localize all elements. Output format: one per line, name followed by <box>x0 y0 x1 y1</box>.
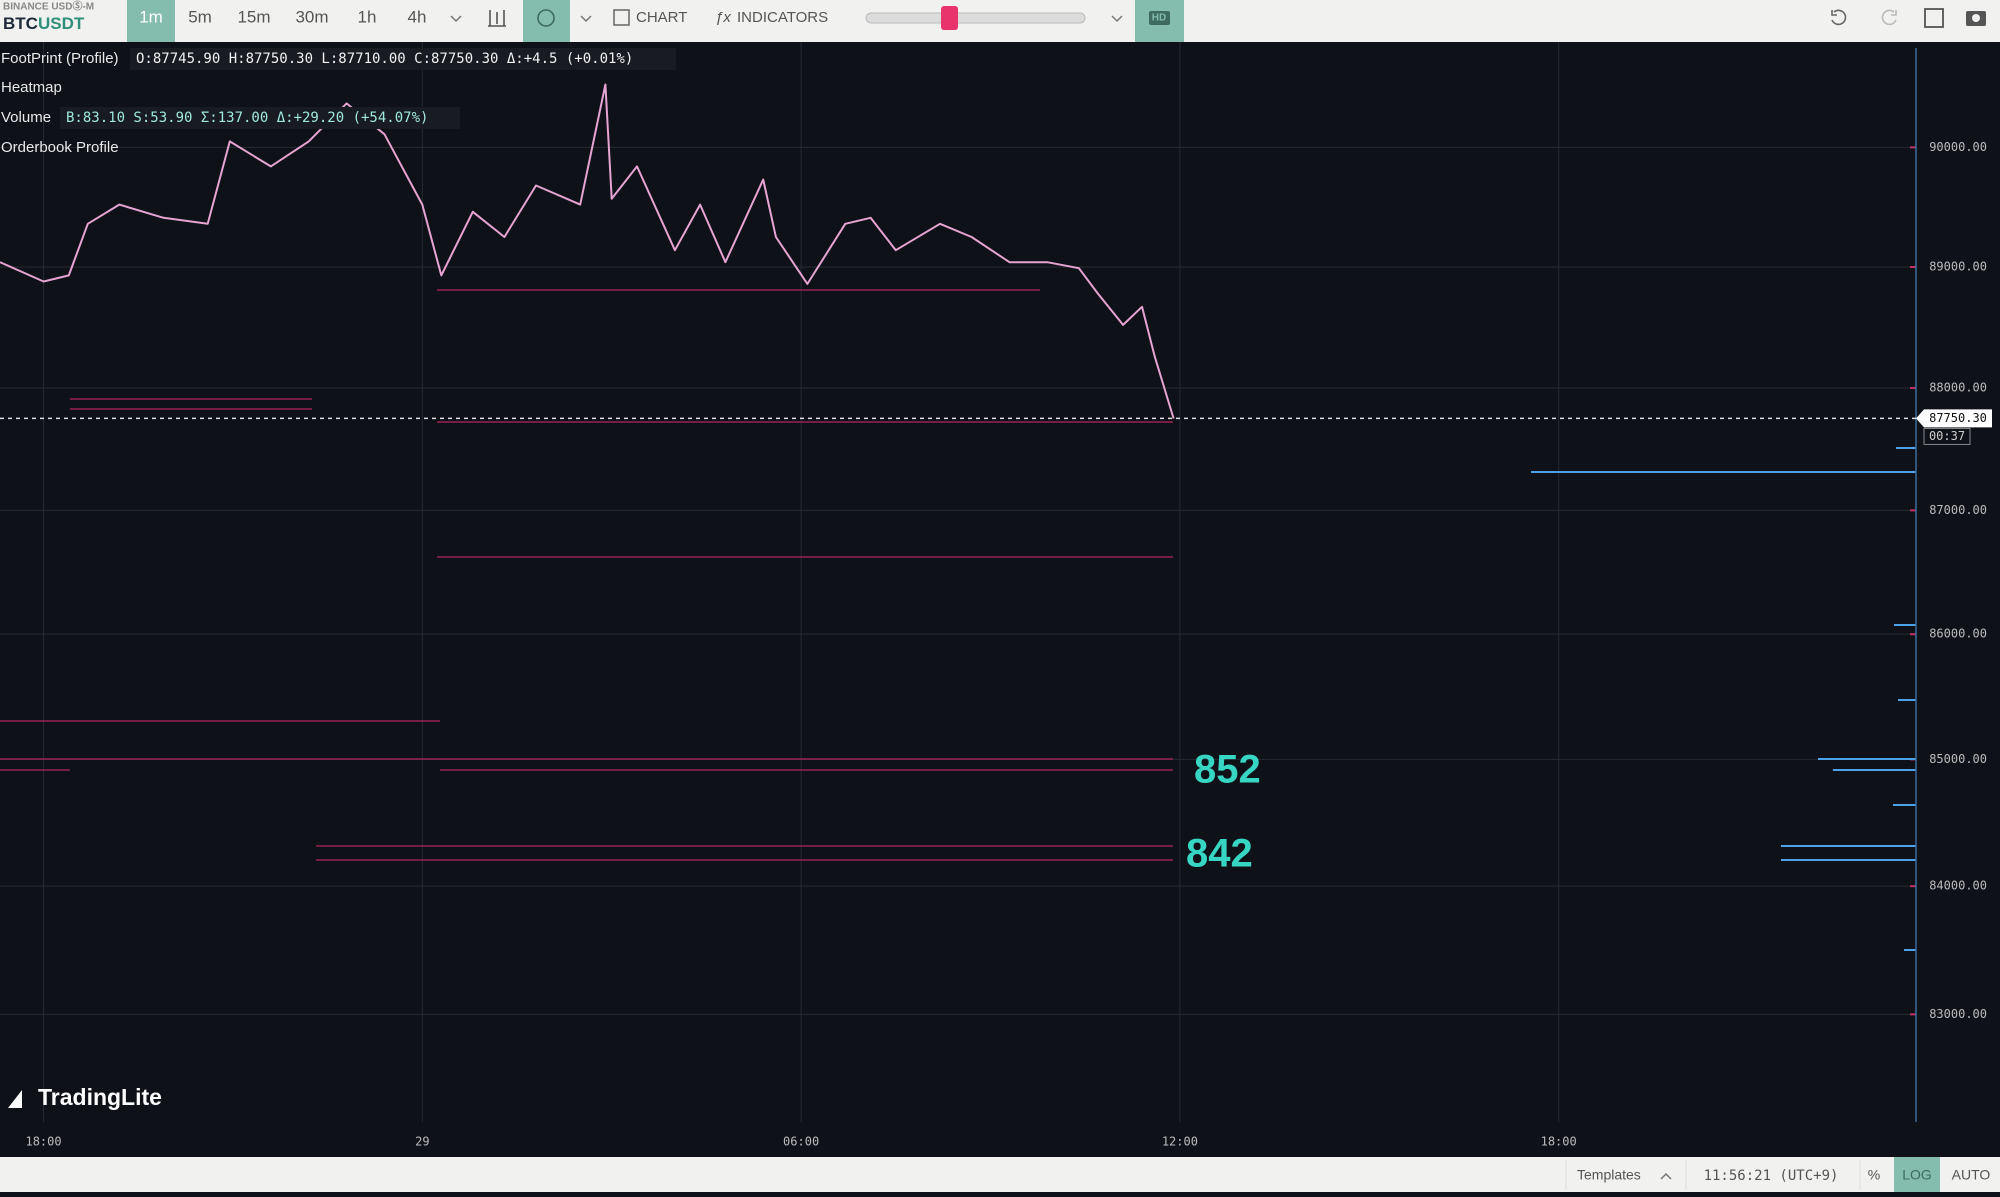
fx-icon: ƒx <box>715 9 731 26</box>
y-tick-label: 89000.00 <box>1929 260 1987 274</box>
log-button-bg <box>1894 1157 1940 1192</box>
timeframe-button[interactable]: 1h <box>358 7 377 26</box>
y-tick-label: 88000.00 <box>1929 381 1987 395</box>
watermark-logo <box>8 1090 22 1108</box>
y-tick-label: 84000.00 <box>1929 879 1987 893</box>
percent-button[interactable]: % <box>1868 1167 1880 1183</box>
chevron[interactable] <box>1111 15 1123 23</box>
timeframe-button[interactable]: 1m <box>139 7 163 26</box>
chevron[interactable] <box>450 15 462 23</box>
layout-button[interactable] <box>523 0 570 42</box>
level-annotation: 852 <box>1194 748 1261 792</box>
chart-button[interactable]: CHART <box>636 9 687 26</box>
timeframe-button[interactable]: 4h <box>408 7 427 26</box>
hd-badge <box>1149 11 1170 25</box>
fullscreen-icon[interactable] <box>1924 8 1944 28</box>
candle-icon[interactable] <box>488 10 506 27</box>
globe-icon <box>537 9 555 27</box>
timeframe-button[interactable]: 5m <box>188 7 212 26</box>
timeframes: 1m 5m 15m 30m 1h 4h <box>139 7 426 26</box>
x-tick-label: 18:00 <box>25 1135 61 1149</box>
log-button[interactable]: LOG <box>1902 1167 1932 1183</box>
timeframe-button[interactable]: 15m <box>237 7 270 26</box>
legend-values: B:83.10 S:53.90 Σ:137.00 Δ:+29.20 (+54.0… <box>66 110 428 126</box>
symbol[interactable]: BTCUSDT <box>3 14 85 33</box>
x-tick-label: 12:00 <box>1162 1135 1198 1149</box>
x-tick-label: 29 <box>415 1135 429 1149</box>
undo-icon[interactable] <box>1831 9 1847 26</box>
legend-name: Volume <box>1 109 51 126</box>
camera-lens <box>1972 14 1980 22</box>
indicators-button[interactable]: INDICATORS <box>737 9 828 26</box>
slider-track[interactable] <box>865 12 1086 24</box>
watermark: TradingLite <box>38 1084 162 1110</box>
chart-icon <box>613 9 630 26</box>
price-line <box>0 83 1175 419</box>
overlay: 83000.00 84000.00 85000.00 86000.00 87000.00… <box>0 83 1992 1149</box>
last-price-box <box>1916 409 1992 428</box>
heatmap-lines <box>0 289 1173 861</box>
symbol-base: BTC <box>3 14 38 33</box>
x-tick-label: 18:00 <box>1541 1135 1577 1149</box>
countdown-box <box>1923 427 1971 445</box>
y-tick-label: 85000.00 <box>1929 752 1987 766</box>
y-tick-label: 83000.00 <box>1929 1007 1987 1021</box>
active-timeframe-bg <box>127 0 175 42</box>
legend-name: Heatmap <box>1 79 62 96</box>
orderbook-profile <box>1531 447 1916 951</box>
chevron <box>1660 1172 1672 1180</box>
level-annotation: 842 <box>1186 832 1253 876</box>
x-tick-label: 06:00 <box>783 1135 819 1149</box>
legend: FootPrint (Profile) O:87745.90 H:87750.3… <box>1 48 676 156</box>
y-tick-label: 86000.00 <box>1929 627 1987 641</box>
status-bar <box>0 1157 2000 1192</box>
legend-value-box <box>130 48 676 70</box>
y-tick-label: 87000.00 <box>1929 503 1987 517</box>
clock: 11:56:21 (UTC+9) <box>1704 1168 1839 1184</box>
exchange: BINANCE USDⓈ-M <box>3 0 94 13</box>
y-tick-label: 90000.00 <box>1929 140 1987 154</box>
symbol-quote: USDT <box>38 14 85 33</box>
auto-button[interactable]: AUTO <box>1952 1167 1991 1183</box>
legend-name: Orderbook Profile <box>1 139 119 156</box>
templates-button[interactable]: Templates <box>1577 1167 1641 1183</box>
countdown: 00:37 <box>1929 429 1965 443</box>
legend-values: O:87745.90 H:87750.30 L:87710.00 C:87750… <box>136 51 633 67</box>
last-price-label: 87750.30 <box>1929 411 1987 425</box>
timeframe-button[interactable]: 30m <box>295 7 328 26</box>
legend-value-box <box>60 107 460 129</box>
chevron[interactable] <box>580 15 592 23</box>
redo-icon[interactable] <box>1881 9 1897 26</box>
hd-label: HD <box>1152 13 1166 24</box>
legend-name: FootPrint (Profile) <box>1 50 119 67</box>
slider-thumb[interactable] <box>941 6 958 30</box>
